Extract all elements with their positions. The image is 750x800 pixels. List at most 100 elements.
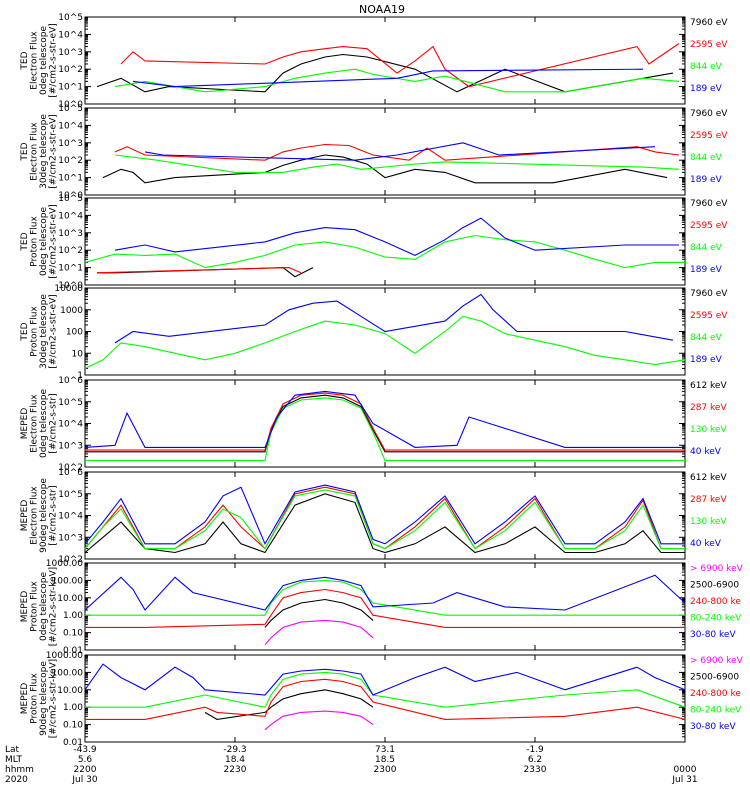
- y-axis-label-line: Proton Flux: [29, 306, 39, 357]
- y-tick-label: 10^0: [58, 191, 83, 201]
- y-axis-label-line: 30deg telescope: [39, 114, 49, 189]
- panel-frame: [84, 379, 686, 468]
- panels: 10^0 10^1 10^2 10^3 10^4 10^5 TEDElectron Flux…: [20, 13, 744, 748]
- series-line: [84, 484, 685, 546]
- y-tick-label: 10^6: [58, 468, 83, 478]
- series-line: [144, 142, 656, 161]
- legend-entry: 287 keV: [690, 403, 727, 413]
- legend-entry: 7960 eV: [690, 109, 728, 119]
- legend-entry: 2595 eV: [690, 311, 728, 321]
- series-line: [114, 293, 674, 344]
- y-axis-label-line: [#/cm2-s-str]: [48, 393, 58, 453]
- y-tick-label: 0.10: [63, 721, 83, 731]
- axis-tick-mlt: 5.6: [78, 755, 93, 765]
- series-line: [114, 143, 680, 161]
- y-axis-label: TEDProton Flux30deg telescope[#/cm2-s-st…: [20, 294, 59, 369]
- y-axis-label: TEDElectron Flux0deg telescope[#/cm2-s-s…: [20, 23, 59, 98]
- legend-entry: 189 eV: [690, 84, 723, 94]
- series-line: [96, 53, 674, 93]
- y-tick-label: 10^3: [58, 139, 83, 149]
- legend-entry: 844 eV: [690, 62, 723, 72]
- series-line: [114, 154, 680, 173]
- legend-entry: 844 eV: [690, 243, 723, 253]
- legend-entry: 189 eV: [690, 175, 723, 185]
- y-tick-label: 10^2: [58, 156, 83, 166]
- series-line: [85, 397, 685, 462]
- axis-tick-mlt: 18.5: [375, 755, 395, 765]
- y-tick-label: 10^5: [58, 490, 83, 500]
- series-line: [85, 394, 685, 453]
- panel-frame: [84, 107, 686, 196]
- y-axis-label-line: [#/cm2-s-str-eV]: [48, 114, 58, 189]
- panel-5: 10^2 10^3 10^4 10^5 10^6 MEPEDElectron Flux0d…: [20, 376, 728, 473]
- y-axis-label-line: 0deg telescope: [39, 572, 49, 642]
- axis-row-label: hhmm: [5, 765, 34, 775]
- y-tick-label: 1000.00: [46, 651, 83, 661]
- legend-entry: 130 keV: [690, 425, 727, 435]
- y-tick-label: 10^1: [58, 264, 83, 274]
- y-tick-label: 100.00: [52, 576, 84, 586]
- axis-tick-lat: -1.9: [526, 745, 544, 755]
- y-axis-label-line: 0deg telescope: [39, 389, 49, 459]
- legend-entry: 80-240 keV: [690, 706, 742, 716]
- series-line: [102, 154, 668, 184]
- series-line: [85, 579, 685, 616]
- y-tick-label: 10^5: [58, 398, 83, 408]
- legend-entry: 844 eV: [690, 333, 723, 343]
- y-tick-label: 10^0: [58, 281, 83, 291]
- axis-row-label: Lat: [5, 745, 20, 755]
- axis-tick-date: Jul 31: [671, 775, 697, 785]
- legend-entry: 2500-6900: [690, 673, 739, 683]
- y-axis-label-line: MEPED: [20, 500, 30, 532]
- series-line: [84, 493, 685, 554]
- y-axis-label: MEPEDProton Flux90deg telescope[#/cm2-s-…: [20, 659, 59, 738]
- panel-7: 0.010.101.0010.00100.001000.00MEPEDProto…: [20, 559, 744, 656]
- y-axis-label-line: [#/cm2-s-str-keV]: [48, 567, 58, 646]
- series-line: [84, 489, 685, 550]
- legend-entry: 7960 eV: [690, 289, 728, 299]
- y-tick-label: 10^4: [58, 121, 83, 131]
- y-axis-label-line: 90deg telescope: [39, 661, 49, 736]
- legend-entry: 189 eV: [690, 265, 723, 275]
- y-tick-label: 1000.00: [46, 559, 83, 569]
- legend-entry: 7960 eV: [690, 199, 728, 209]
- legend-entry: 240-800 ke: [690, 689, 741, 699]
- y-axis-label-line: 0deg telescope: [39, 26, 49, 96]
- y-tick-label: 1.00: [63, 703, 83, 713]
- y-tick-label: 10^5: [58, 194, 83, 204]
- y-tick-label: 10^2: [58, 555, 83, 565]
- y-tick-label: 10^0: [58, 100, 83, 110]
- series-line: [84, 390, 685, 448]
- series-line: [84, 234, 685, 269]
- panel-8: 0.010.101.0010.00100.001000.00MEPEDProto…: [20, 651, 744, 748]
- legend-entry: 287 keV: [690, 495, 727, 505]
- series-line: [84, 574, 686, 611]
- y-tick-label: 10^4: [58, 512, 83, 522]
- y-axis-label-line: Proton Flux: [29, 581, 39, 632]
- y-tick-label: 10: [72, 349, 84, 359]
- y-tick-label: 10^6: [58, 376, 83, 386]
- y-axis-label-line: MEPED: [20, 683, 30, 715]
- legend-entry: 844 eV: [690, 153, 723, 163]
- y-axis-label-line: Electron Flux: [29, 394, 39, 453]
- axis-tick-time: 0000: [674, 765, 697, 775]
- y-tick-label: 10^3: [58, 533, 83, 543]
- series-line: [96, 267, 302, 274]
- legend-entry: 130 keV: [690, 517, 727, 527]
- legend-entry: 80-240 keV: [690, 614, 742, 624]
- series-line: [84, 315, 686, 369]
- y-tick-label: 10^4: [58, 211, 83, 221]
- y-axis-label-line: [#/cm2-s-str-eV]: [48, 204, 58, 279]
- y-axis-label: TEDElectron Flux30deg telescope[#/cm2-s-…: [20, 114, 59, 189]
- y-axis-label-line: MEPED: [20, 408, 30, 440]
- series-line: [264, 619, 374, 646]
- axis-row-label: MLT: [5, 755, 23, 765]
- legend-entry: 2595 eV: [690, 131, 728, 141]
- y-tick-label: 0.01: [63, 646, 83, 656]
- panel-frame: [84, 471, 686, 560]
- series-line: [120, 43, 680, 88]
- y-tick-label: 10^4: [58, 30, 83, 40]
